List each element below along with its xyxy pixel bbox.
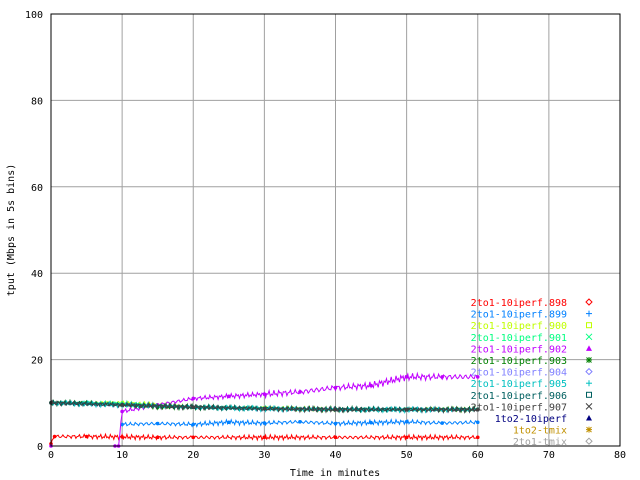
data-point	[333, 407, 338, 412]
legend-marker-icon	[585, 367, 593, 376]
y-tick-label: 60	[31, 183, 43, 194]
legend-marker-icon	[585, 437, 593, 445]
x-tick-label: 30	[258, 450, 270, 461]
legend-marker-icon	[586, 322, 592, 329]
legend-label: 2to1-10iperf.902	[471, 344, 567, 355]
legend-label: 2to1-10iperf.898	[471, 298, 567, 309]
data-point	[333, 385, 338, 390]
legend-label: 2to1-10iperf.901	[471, 333, 567, 344]
legend-marker-icon	[586, 391, 592, 398]
data-point	[227, 394, 231, 399]
legend-label: 2to1-10iperf.906	[471, 391, 567, 402]
data-point	[191, 405, 196, 409]
data-point	[155, 435, 160, 440]
x-axis-label: Time in minutes	[290, 468, 380, 479]
data-point	[440, 375, 444, 379]
data-point	[333, 435, 338, 440]
legend-label: 2to1-tmix	[513, 437, 567, 448]
legend-marker-icon	[586, 426, 592, 433]
data-point	[262, 421, 267, 425]
data-point	[475, 435, 480, 440]
x-tick-label: 50	[401, 450, 413, 461]
data-point	[191, 435, 196, 440]
legend-label: 2to1-10iperf.907	[471, 402, 567, 413]
legend-label: 2to1-10iperf.900	[471, 321, 567, 332]
legend-label: 2to1-10iperf.904	[471, 368, 567, 379]
plot-frame	[50, 13, 621, 447]
y-tick-label: 80	[31, 96, 43, 107]
x-tick-label: 40	[329, 450, 341, 461]
data-point	[404, 407, 409, 412]
data-point	[262, 392, 267, 396]
y-tick-label: 40	[31, 269, 43, 280]
data-point	[262, 435, 267, 440]
x-tick-label: 80	[614, 450, 626, 461]
legend-label: 1to2-tmix	[513, 426, 567, 437]
x-tick-label: 0	[48, 450, 54, 461]
y-axis-label: tput (Mbps in 5s bins)	[6, 164, 17, 296]
data-point	[120, 435, 124, 439]
data-point	[84, 434, 89, 439]
legend-marker-icon	[586, 380, 592, 387]
y-tick-label: 20	[31, 356, 43, 367]
legend-marker-icon	[586, 415, 592, 421]
legend-label: 2to1-10iperf.905	[471, 379, 567, 390]
data-point	[404, 420, 409, 424]
data-point	[227, 420, 231, 425]
legend-marker-icon	[585, 403, 593, 410]
data-point	[404, 375, 409, 379]
data-point	[298, 420, 302, 424]
data-point	[440, 421, 444, 425]
legend-marker-icon	[586, 357, 592, 363]
legend-marker-icon	[586, 345, 592, 351]
data-point	[333, 421, 338, 426]
x-tick-label: 20	[187, 450, 199, 461]
y-tick-label: 0	[37, 442, 43, 453]
data-point	[298, 390, 302, 394]
legend-label: 2to1-10iperf.903	[471, 356, 567, 367]
x-tick-label: 10	[116, 450, 128, 461]
legend-marker-icon	[585, 298, 593, 306]
data-point	[369, 383, 373, 388]
data-point	[120, 403, 124, 407]
data-point	[120, 409, 124, 414]
tick-labels: 0 10 20 30 40 50 60 70 80 0 20 40 60 80 100	[25, 10, 626, 461]
data-point	[191, 422, 196, 427]
legend-marker-icon	[585, 333, 593, 341]
x-tick-label: 70	[543, 450, 555, 461]
data-point	[475, 420, 480, 425]
y-tick-label: 100	[25, 10, 43, 21]
legend-label: 2to1-10iperf.899	[471, 310, 567, 321]
grid-lines	[51, 14, 620, 446]
data-point	[191, 396, 196, 401]
x-tick-label: 60	[472, 450, 484, 461]
legend: 2to1-10iperf.8982to1-10iperf.8992to1-10i…	[471, 298, 593, 448]
data-point	[475, 375, 480, 379]
data-point	[404, 435, 409, 440]
data-point	[52, 434, 57, 439]
data-point	[475, 407, 480, 412]
legend-marker-icon	[586, 310, 592, 317]
data-point	[262, 407, 267, 411]
data-point	[369, 420, 373, 425]
series-lines	[49, 371, 480, 448]
legend-label: 1to2-10iperf	[495, 414, 567, 425]
data-point	[155, 421, 160, 426]
